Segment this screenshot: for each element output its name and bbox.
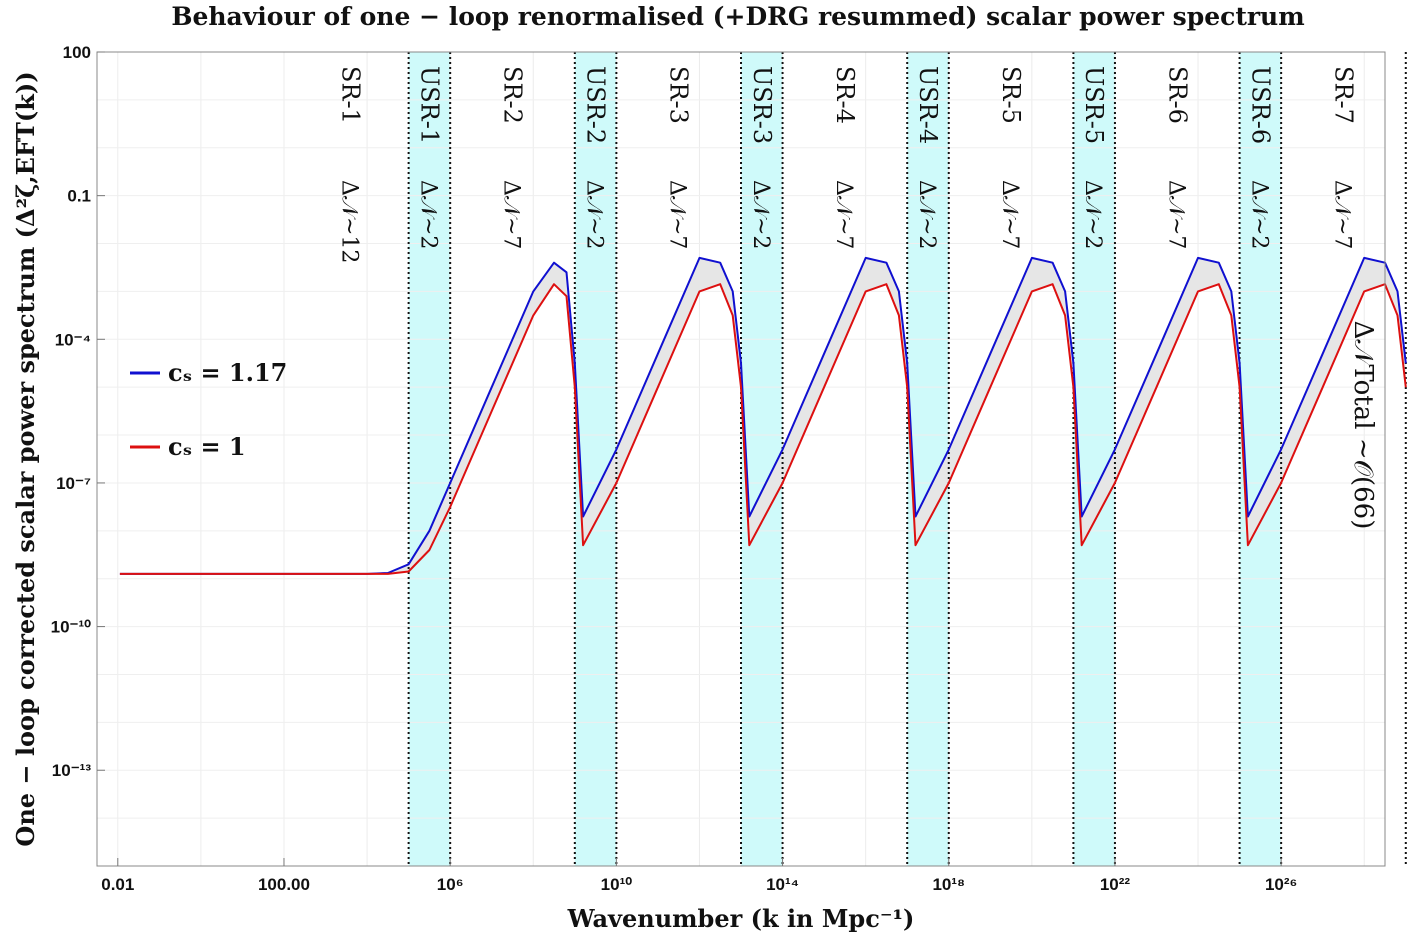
region-efolds-label: Δ𝒩~2 bbox=[1080, 180, 1105, 249]
legend-label: cₛ = 1.17 bbox=[168, 358, 287, 387]
series-lines bbox=[119, 256, 1407, 575]
usr-band bbox=[741, 52, 783, 866]
region-label: SR-7 bbox=[1330, 66, 1358, 124]
region-efolds-label: Δ𝒩~7 bbox=[831, 180, 856, 249]
legend: cₛ = 1.17 cₛ = 1 bbox=[130, 358, 287, 461]
x-tick-label: 0.01 bbox=[101, 875, 134, 894]
region-label: USR-5 bbox=[1080, 66, 1108, 144]
region-efolds-label: Δ𝒩~7 bbox=[499, 180, 524, 249]
y-axis-label: One − loop corrected scalar power spectr… bbox=[11, 71, 40, 846]
region-efolds-label: Δ𝒩~2 bbox=[748, 180, 773, 249]
usr-band bbox=[1239, 52, 1282, 866]
usr-band bbox=[574, 52, 617, 866]
x-tick-label: 10⁶ bbox=[437, 875, 464, 894]
legend-label: cₛ = 1 bbox=[168, 432, 246, 461]
region-label: SR-1 bbox=[337, 66, 365, 124]
region-efolds-label: Δ𝒩~7 bbox=[665, 180, 690, 249]
region-label: SR-6 bbox=[1163, 66, 1191, 124]
region-efolds-label: Δ𝒩~7 bbox=[1163, 180, 1188, 249]
total-efolds-annotation: Δ𝒩Total ∼𝒪(66) bbox=[1348, 321, 1378, 530]
region-efolds-label: Δ𝒩~7 bbox=[1330, 180, 1355, 249]
y-tick-label: 0.1 bbox=[67, 187, 91, 206]
x-tick-label: 100.00 bbox=[258, 875, 310, 894]
chart-title: Behaviour of one − loop renormalised (+D… bbox=[171, 2, 1304, 31]
series-line-cs-1-17 bbox=[119, 256, 1407, 575]
x-tick-label: 10²² bbox=[1100, 875, 1131, 894]
region-label: USR-1 bbox=[415, 66, 443, 144]
usr-bands bbox=[408, 52, 1282, 866]
usr-band bbox=[408, 52, 451, 866]
usr-band bbox=[1073, 52, 1115, 866]
region-label: USR-4 bbox=[914, 66, 942, 144]
x-tick-label: 10¹⁰ bbox=[601, 875, 633, 894]
plot-frame bbox=[96, 51, 1386, 867]
y-tick-label: 10⁻⁴ bbox=[55, 330, 91, 349]
y-tick-label: 100 bbox=[63, 43, 91, 62]
region-efolds-label: Δ𝒩~12 bbox=[337, 180, 362, 263]
region-label: SR-4 bbox=[831, 66, 859, 124]
region-efolds-label: Δ𝒩~2 bbox=[415, 180, 440, 249]
region-efolds-label: Δ𝒩~2 bbox=[582, 180, 607, 249]
region-label: USR-3 bbox=[748, 66, 776, 144]
usr-band bbox=[907, 52, 949, 866]
axis-ticks: 0.01 100.00 10⁶ 10¹⁰ 10¹⁴ 10¹⁸ 10²² 10²⁶ 10⁻¹³ 10… bbox=[51, 43, 1298, 894]
series-line-cs-1 bbox=[119, 283, 1407, 575]
y-tick-label: 10⁻⁷ bbox=[56, 474, 91, 493]
region-label: SR-2 bbox=[499, 66, 527, 124]
x-tick-label: 10¹⁸ bbox=[932, 875, 965, 894]
region-label: SR-5 bbox=[997, 66, 1025, 124]
region-label: USR-2 bbox=[582, 66, 610, 144]
region-label: USR-6 bbox=[1246, 66, 1274, 144]
region-efolds-label: Δ𝒩~2 bbox=[914, 180, 939, 249]
region-labels: SR-1 Δ𝒩~12 USR-1 Δ𝒩~2 SR-2 Δ𝒩~7 USR-2 Δ𝒩~2 SR-3 Δ… bbox=[337, 66, 1358, 263]
region-efolds-label: Δ𝒩~7 bbox=[997, 180, 1022, 249]
cs-difference-fill bbox=[119, 257, 1406, 574]
region-boundaries bbox=[407, 52, 1407, 866]
x-tick-label: 10²⁶ bbox=[1265, 875, 1297, 894]
x-axis-label: Wavenumber (k in Mpc⁻¹) bbox=[567, 904, 915, 933]
region-label: SR-3 bbox=[665, 66, 693, 124]
cs-band-fill bbox=[119, 257, 1406, 574]
region-efolds-label: Δ𝒩~2 bbox=[1246, 180, 1271, 249]
y-tick-label: 10⁻¹⁰ bbox=[51, 618, 92, 637]
x-tick-label: 10¹⁴ bbox=[766, 875, 799, 894]
y-tick-label: 10⁻¹³ bbox=[52, 761, 92, 780]
